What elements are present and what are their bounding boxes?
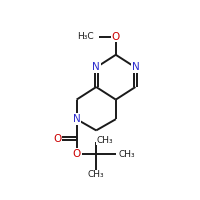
Text: CH₃: CH₃: [88, 170, 105, 179]
Text: N: N: [92, 62, 100, 72]
Text: N: N: [73, 114, 80, 124]
Text: O: O: [72, 149, 81, 159]
Text: CH₃: CH₃: [119, 150, 135, 159]
Text: CH₃: CH₃: [96, 136, 113, 145]
Text: O: O: [53, 134, 61, 144]
Text: H₃C: H₃C: [77, 32, 93, 41]
Text: O: O: [112, 32, 120, 42]
Text: N: N: [132, 62, 139, 72]
